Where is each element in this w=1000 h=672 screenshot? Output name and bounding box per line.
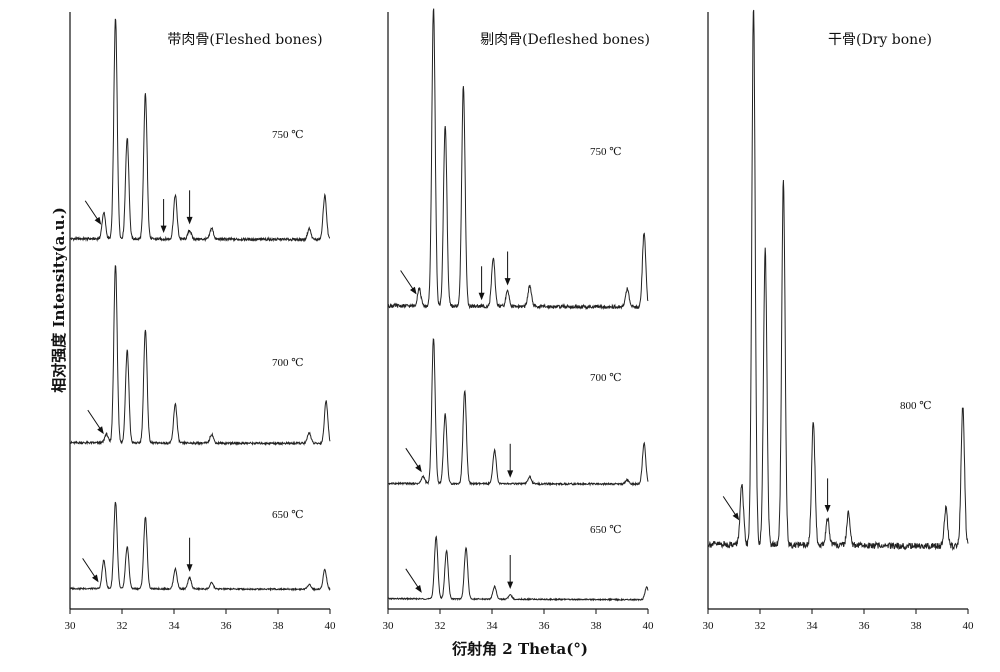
peak-arrow [824,478,831,513]
temperature-label: 700 ℃ [272,357,304,369]
y-axis-title: 相对强度 Intensity(a.u.) [50,207,68,393]
peak-arrow [87,409,104,435]
x-tick-label: 40 [963,620,975,632]
xrd-trace-line [707,9,969,551]
peak-arrow [507,554,514,589]
panels: 30 32 34 36 38 40 带肉骨(Fleshed bones) 750 ℃ 700 ℃… [65,8,975,632]
xrd-trace-line [387,338,649,487]
panel-title: 干骨(Dry bone) [828,32,932,48]
peak-arrow [84,200,102,225]
peak-arrow [504,251,511,286]
x-tick-label: 38 [591,620,603,632]
peak-arrow [160,199,167,234]
temperature-label: 750 ℃ [272,129,304,141]
x-tick-label: 34 [807,620,819,632]
x-tick-label: 32 [435,620,446,632]
x-tick-label: 36 [221,620,233,632]
peak-arrow [400,270,417,295]
x-tick-label: 36 [539,620,551,632]
temperature-label: 800 ℃ [900,400,932,412]
x-axis-title: 衍射角 2 Theta(°) [451,640,588,658]
xrd-trace-line [387,8,649,311]
x-tick-label: 40 [643,620,655,632]
x-tick-label: 40 [325,620,337,632]
panel-1: 30 32 34 36 38 40 带肉骨(Fleshed bones) 750 ℃ 700 ℃… [65,12,337,632]
temperature-label: 650 ℃ [590,524,622,536]
peak-arrow [405,568,422,593]
y-axis-title-group: 相对强度 Intensity(a.u.) [50,207,68,393]
x-tick-label: 34 [487,620,499,632]
panel-title: 带肉骨(Fleshed bones) [167,32,322,48]
xrd-trace-line [69,501,331,592]
xrd-trace-line [388,535,649,602]
panel-2: 30 32 34 36 38 40 剔肉骨(Defleshed bones) 750 ℃ 700… [383,8,655,632]
peak-arrow [186,190,193,225]
peak-arrow [507,443,514,478]
x-tick-label: 30 [383,620,395,632]
x-tick-label: 36 [859,620,871,632]
peak-arrow [186,537,193,572]
x-tick-label: 38 [911,620,923,632]
x-tick-label: 38 [273,620,285,632]
peak-arrow [405,447,422,473]
x-tick-label: 30 [703,620,715,632]
x-tick-label: 32 [755,620,766,632]
xrd-trace-line [69,18,331,243]
temperature-label: 700 ℃ [590,372,622,384]
panel-3: 30 32 34 36 38 40 干骨(Dry bone) 800 ℃ [703,9,975,632]
temperature-label: 650 ℃ [272,509,304,521]
x-tick-label: 32 [117,620,128,632]
x-tick-label: 30 [65,620,77,632]
xrd-trace-line [69,265,331,447]
peak-arrow [722,496,740,521]
x-tick-label: 34 [169,620,181,632]
peak-arrow [82,558,99,583]
temperature-label: 750 ℃ [590,146,622,158]
peak-arrow [478,266,485,301]
panel-title: 剔肉骨(Defleshed bones) [480,32,650,48]
